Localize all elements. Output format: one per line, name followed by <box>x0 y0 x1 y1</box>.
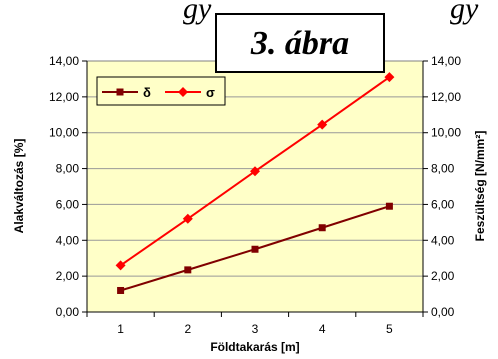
data-point <box>182 213 193 224</box>
figure-label-box: 3. ábra <box>215 13 385 73</box>
left-tick-label: 6,00 <box>56 197 80 211</box>
x-tick-label: 5 <box>386 322 393 336</box>
legend-marker <box>116 88 124 96</box>
left-tick-label: 14,00 <box>49 54 79 68</box>
x-axis-title: Földtakarás [m] <box>210 340 299 354</box>
header-text-left: gy <box>183 0 212 25</box>
grid-lines <box>87 96 423 277</box>
left-tick-label: 10,00 <box>49 126 79 140</box>
data-point <box>317 119 328 130</box>
data-point <box>384 72 395 83</box>
right-tick-label: 10,00 <box>431 126 461 140</box>
left-tick-label: 8,00 <box>56 162 80 176</box>
data-point <box>318 224 326 232</box>
series-group <box>115 72 395 294</box>
data-point <box>117 286 125 294</box>
data-point <box>385 202 393 210</box>
figure-label-frame <box>215 13 385 73</box>
data-point <box>115 260 126 271</box>
right-tick-label: 8,00 <box>431 162 455 176</box>
figure-label: 3. ábra <box>250 25 349 62</box>
x-tick-label: 3 <box>252 322 259 336</box>
right-tick-label: 14,00 <box>431 54 461 68</box>
x-tick-label: 4 <box>319 322 326 336</box>
header-text-right: gy <box>450 0 479 25</box>
right-tick-label: 12,00 <box>431 90 461 104</box>
legend-label: δ <box>143 85 151 100</box>
right-tick-label: 4,00 <box>431 233 455 247</box>
left-tick-label: 12,00 <box>49 90 79 104</box>
left-tick-label: 0,00 <box>56 305 80 319</box>
right-tick-label: 0,00 <box>431 305 455 319</box>
x-axis: 1 2 3 4 5 <box>86 311 424 336</box>
left-axis: 0,00 2,00 4,00 6,00 8,00 10,00 12,00 14,00 <box>49 54 88 319</box>
x-tick-label: 2 <box>184 322 191 336</box>
data-point <box>250 166 260 177</box>
right-axis-title: Feszültség [N/mm²] <box>473 131 487 242</box>
x-tick-label: 1 <box>117 322 124 336</box>
right-tick-label: 6,00 <box>431 197 455 211</box>
left-axis-title: Alakváltozás [%] <box>12 139 26 234</box>
legend-marker <box>178 87 188 97</box>
left-tick-label: 2,00 <box>56 269 80 283</box>
data-point <box>251 245 259 253</box>
right-tick-label: 2,00 <box>431 269 455 283</box>
left-tick-label: 4,00 <box>56 233 80 247</box>
data-point <box>184 266 192 274</box>
legend-label: σ <box>206 85 215 100</box>
right-axis: 0,00 2,00 4,00 6,00 8,00 10,00 12,00 14,00 <box>422 54 461 319</box>
